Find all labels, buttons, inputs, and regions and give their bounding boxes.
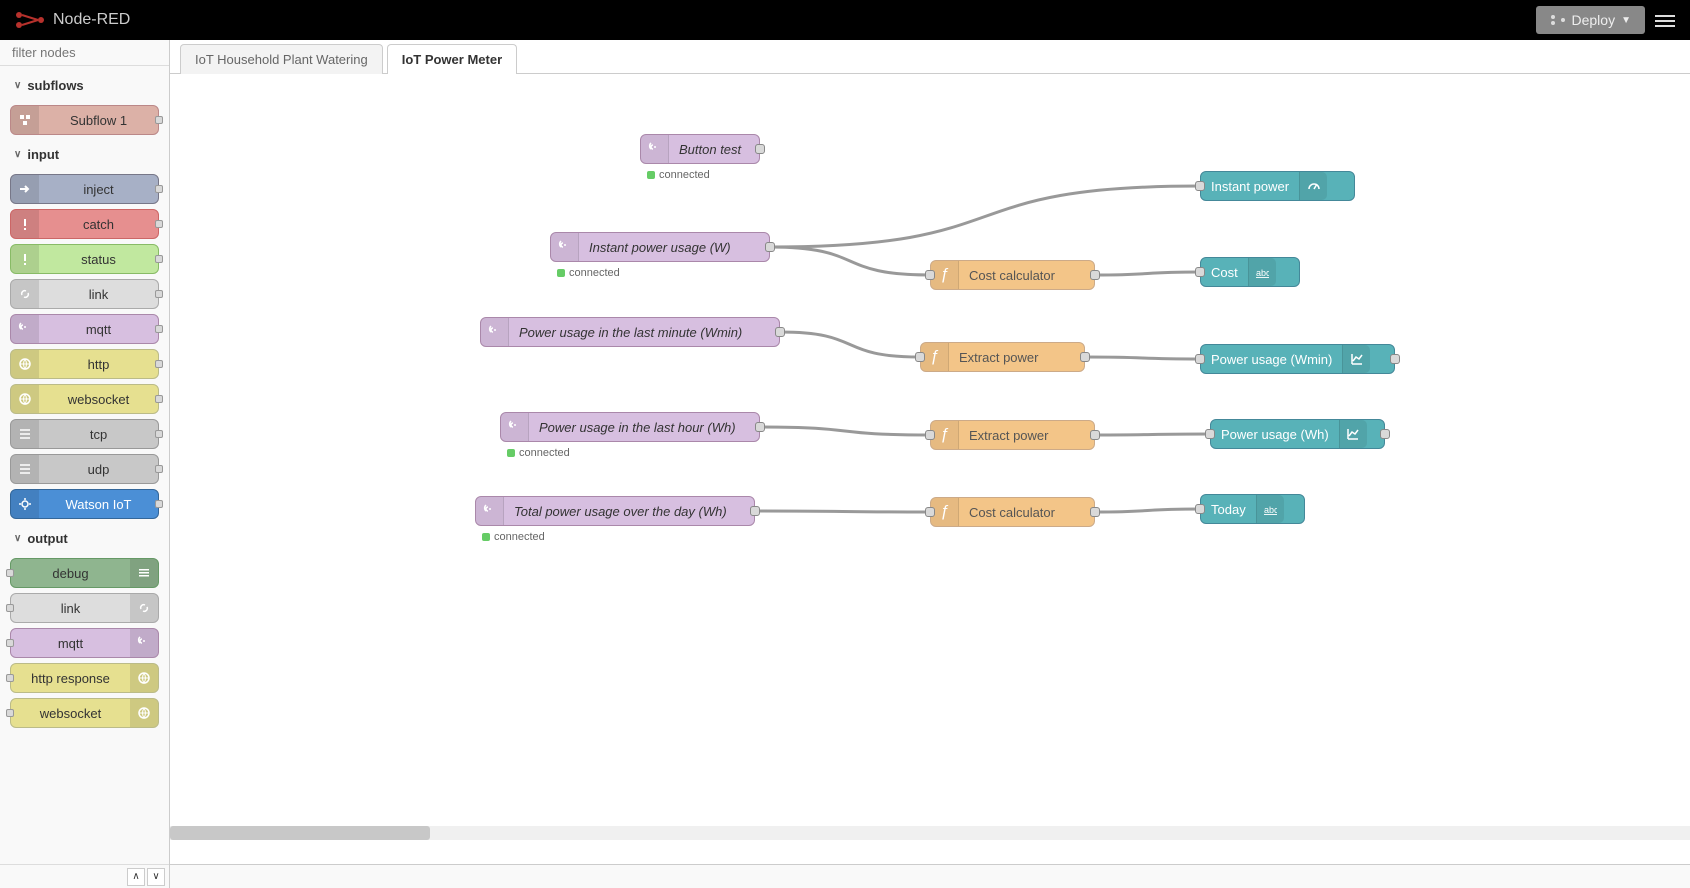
logo: Node-RED (15, 11, 130, 29)
flow-node[interactable]: Total power usage over the day (Wh)conne… (475, 496, 755, 526)
flow-node[interactable]: Power usage in the last hour (Wh)connect… (500, 412, 760, 442)
flow-node[interactable]: Power usage in the last minute (Wmin) (480, 317, 780, 347)
deploy-icon (1550, 14, 1566, 26)
palette-sidebar: ∨subflows Subflow 1 ∨input inject catch statu… (0, 40, 170, 888)
palette-collapse-button[interactable]: ∧ (127, 868, 145, 886)
flow-node[interactable]: Power usage (Wmin) (1200, 344, 1395, 374)
main-menu-button[interactable] (1655, 12, 1675, 28)
app-title: Node-RED (53, 11, 130, 29)
palette-node-websocket[interactable]: websocket (10, 698, 159, 728)
flow-node[interactable]: Costabc (1200, 257, 1300, 287)
palette-category-output[interactable]: ∨output (4, 523, 165, 554)
flow-node[interactable]: Instant power usage (W)connected (550, 232, 770, 262)
palette-node-udp[interactable]: udp (10, 454, 159, 484)
flow-node[interactable]: Button testconnected (640, 134, 760, 164)
svg-text:abc: abc (1256, 268, 1269, 278)
deploy-button[interactable]: Deploy ▼ (1536, 6, 1646, 34)
workspace: IoT Household Plant WateringIoT Power Me… (170, 40, 1690, 888)
flow-node[interactable]: Power usage (Wh) (1210, 419, 1385, 449)
palette-node-mqtt[interactable]: mqtt (10, 314, 159, 344)
flow-tab[interactable]: IoT Power Meter (387, 44, 517, 74)
flow-node[interactable]: Todayabc (1200, 494, 1305, 524)
flow-node[interactable]: Instant power (1200, 171, 1355, 201)
flow-node[interactable]: ƒExtract power (920, 342, 1085, 372)
workspace-tabs: IoT Household Plant WateringIoT Power Me… (170, 40, 1690, 74)
flow-node[interactable]: ƒCost calculator (930, 497, 1095, 527)
palette-node-link[interactable]: link (10, 279, 159, 309)
palette-node-debug[interactable]: debug (10, 558, 159, 588)
palette-node-http[interactable]: http (10, 349, 159, 379)
flow-tab[interactable]: IoT Household Plant Watering (180, 44, 383, 74)
svg-text:abc: abc (1264, 505, 1277, 515)
flow-canvas[interactable]: Button testconnected Instant power usage … (170, 74, 1690, 864)
palette-node-link[interactable]: link (10, 593, 159, 623)
palette-node-catch[interactable]: catch (10, 209, 159, 239)
palette-filter-input[interactable] (12, 45, 188, 60)
deploy-dropdown-arrow-icon[interactable]: ▼ (1621, 15, 1631, 26)
palette-node-tcp[interactable]: tcp (10, 419, 159, 449)
flow-node[interactable]: ƒExtract power (930, 420, 1095, 450)
palette-node-mqtt[interactable]: mqtt (10, 628, 159, 658)
palette-footer: ∧ ∨ (0, 864, 169, 888)
palette-node-subflow-1[interactable]: Subflow 1 (10, 105, 159, 135)
palette-node-http-response[interactable]: http response (10, 663, 159, 693)
palette-category-input[interactable]: ∨input (4, 139, 165, 170)
palette-search-bar (0, 40, 169, 66)
palette-node-inject[interactable]: inject (10, 174, 159, 204)
canvas-scrollbar[interactable] (170, 826, 1690, 840)
palette-node-websocket[interactable]: websocket (10, 384, 159, 414)
node-red-logo-icon (15, 11, 45, 29)
app-header: Node-RED Deploy ▼ (0, 0, 1690, 40)
deploy-label: Deploy (1572, 12, 1616, 28)
palette-node-watson-iot[interactable]: Watson IoT (10, 489, 159, 519)
palette-category-subflows[interactable]: ∨subflows (4, 70, 165, 101)
flow-node[interactable]: ƒCost calculator (930, 260, 1095, 290)
palette-node-status[interactable]: status (10, 244, 159, 274)
palette-expand-button[interactable]: ∨ (147, 868, 165, 886)
